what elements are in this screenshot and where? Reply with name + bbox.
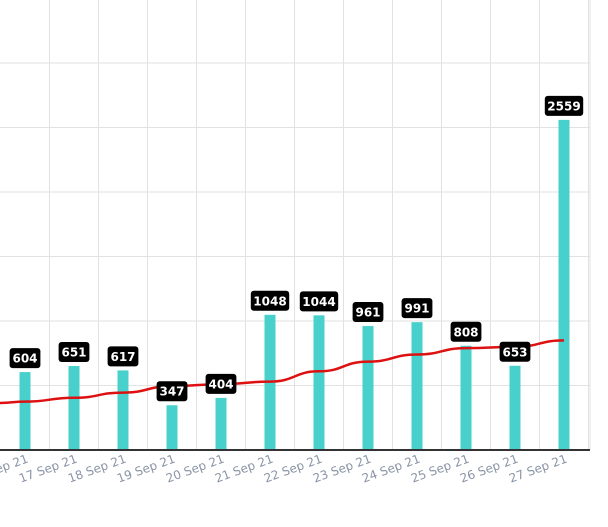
data-label: 1048 [250,290,290,311]
data-label-text: 347 [159,385,184,399]
data-label-text: 991 [404,302,429,316]
bar [362,326,374,450]
data-label-background [352,302,384,323]
data-label-text: 404 [208,377,233,391]
data-label-text: 604 [12,352,37,366]
data-label-text: 2559 [547,99,580,113]
data-label: 808 [450,321,482,342]
grid [0,0,591,451]
data-label-background [299,291,339,312]
data-label-text: 1048 [253,294,286,308]
data-label: 404 [205,373,237,394]
data-labels: 604 651 617 347 404 1048 1044 961 991 808 653 2559 [9,95,584,402]
data-label: 1044 [299,291,339,312]
data-label: 604 [9,348,41,369]
data-label-background [107,346,139,367]
bar [68,366,80,450]
data-label-text: 617 [110,350,135,364]
bar [460,345,472,450]
data-label: 2559 [544,95,584,116]
data-label: 653 [499,341,531,362]
trend-line [0,339,565,405]
line-series [0,339,565,405]
data-label-text: 1044 [302,295,335,309]
data-label-background [9,348,41,369]
bar [215,397,227,450]
data-label-text: 961 [355,306,380,320]
data-label-background [401,298,433,319]
bar [117,370,129,450]
bar [509,365,521,450]
bar [558,119,570,450]
data-label-background [58,342,90,363]
data-label-background [205,373,237,394]
data-label-background [544,95,584,116]
data-label: 991 [401,298,433,319]
data-label: 651 [58,342,90,363]
data-label-background [156,381,188,402]
bar [411,322,423,450]
data-label-text: 653 [502,345,527,359]
bar [313,315,325,450]
bar [19,372,31,450]
data-label-text: 651 [61,346,86,360]
data-label: 617 [107,346,139,367]
data-label-background [499,341,531,362]
data-label: 961 [352,302,384,323]
data-label-background [450,321,482,342]
data-label: 347 [156,381,188,402]
bar [166,405,178,450]
data-label-background [250,290,290,311]
data-label-text: 808 [453,325,478,339]
